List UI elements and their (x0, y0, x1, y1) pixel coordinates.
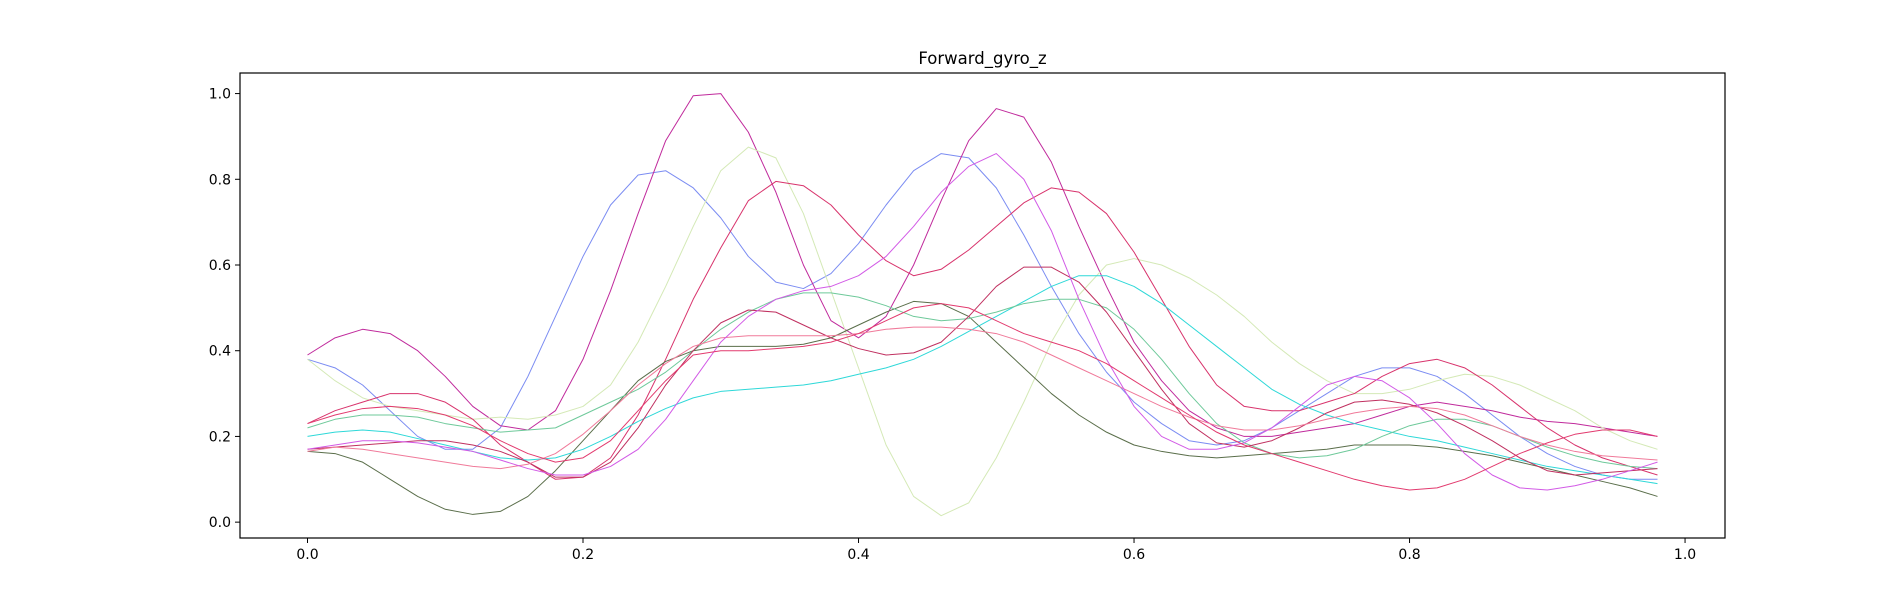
series-line-5 (307, 300, 1658, 515)
series-line-2 (307, 93, 1658, 437)
axis-layer: 0.0 0.2 0.4 0.6 0.8 1.0 0.0 0.2 0.4 0.6 0.8 1.0 (209, 87, 1696, 563)
series-line-11 (307, 303, 1658, 491)
y-tick-label: 1.0 (209, 87, 231, 103)
series-line-9 (307, 326, 1658, 470)
plot-frame (239, 72, 1726, 539)
chart-title: Forward_gyro_z (918, 49, 1046, 69)
x-tick-label: 0.4 (847, 547, 869, 563)
y-tick-label: 0.2 (209, 429, 231, 445)
x-tick-label: 0.0 (296, 547, 318, 563)
y-tick-label: 0.4 (209, 344, 231, 360)
series-line-8 (307, 266, 1658, 478)
x-tick-label: 0.2 (572, 547, 594, 563)
y-tick-label: 0.6 (209, 258, 231, 274)
x-tick-label: 0.8 (1398, 547, 1420, 563)
y-tick-label: 0.0 (209, 515, 231, 531)
x-tick-label: 1.0 (1674, 547, 1696, 563)
series-layer (307, 93, 1658, 517)
series-line-3 (307, 146, 1658, 517)
series-line-6 (307, 275, 1658, 485)
series-line-7 (307, 292, 1658, 470)
series-line-1 (307, 153, 1658, 480)
y-tick-label: 0.8 (209, 172, 231, 188)
series-line-10 (307, 153, 1658, 491)
x-tick-label: 0.6 (1123, 547, 1145, 563)
